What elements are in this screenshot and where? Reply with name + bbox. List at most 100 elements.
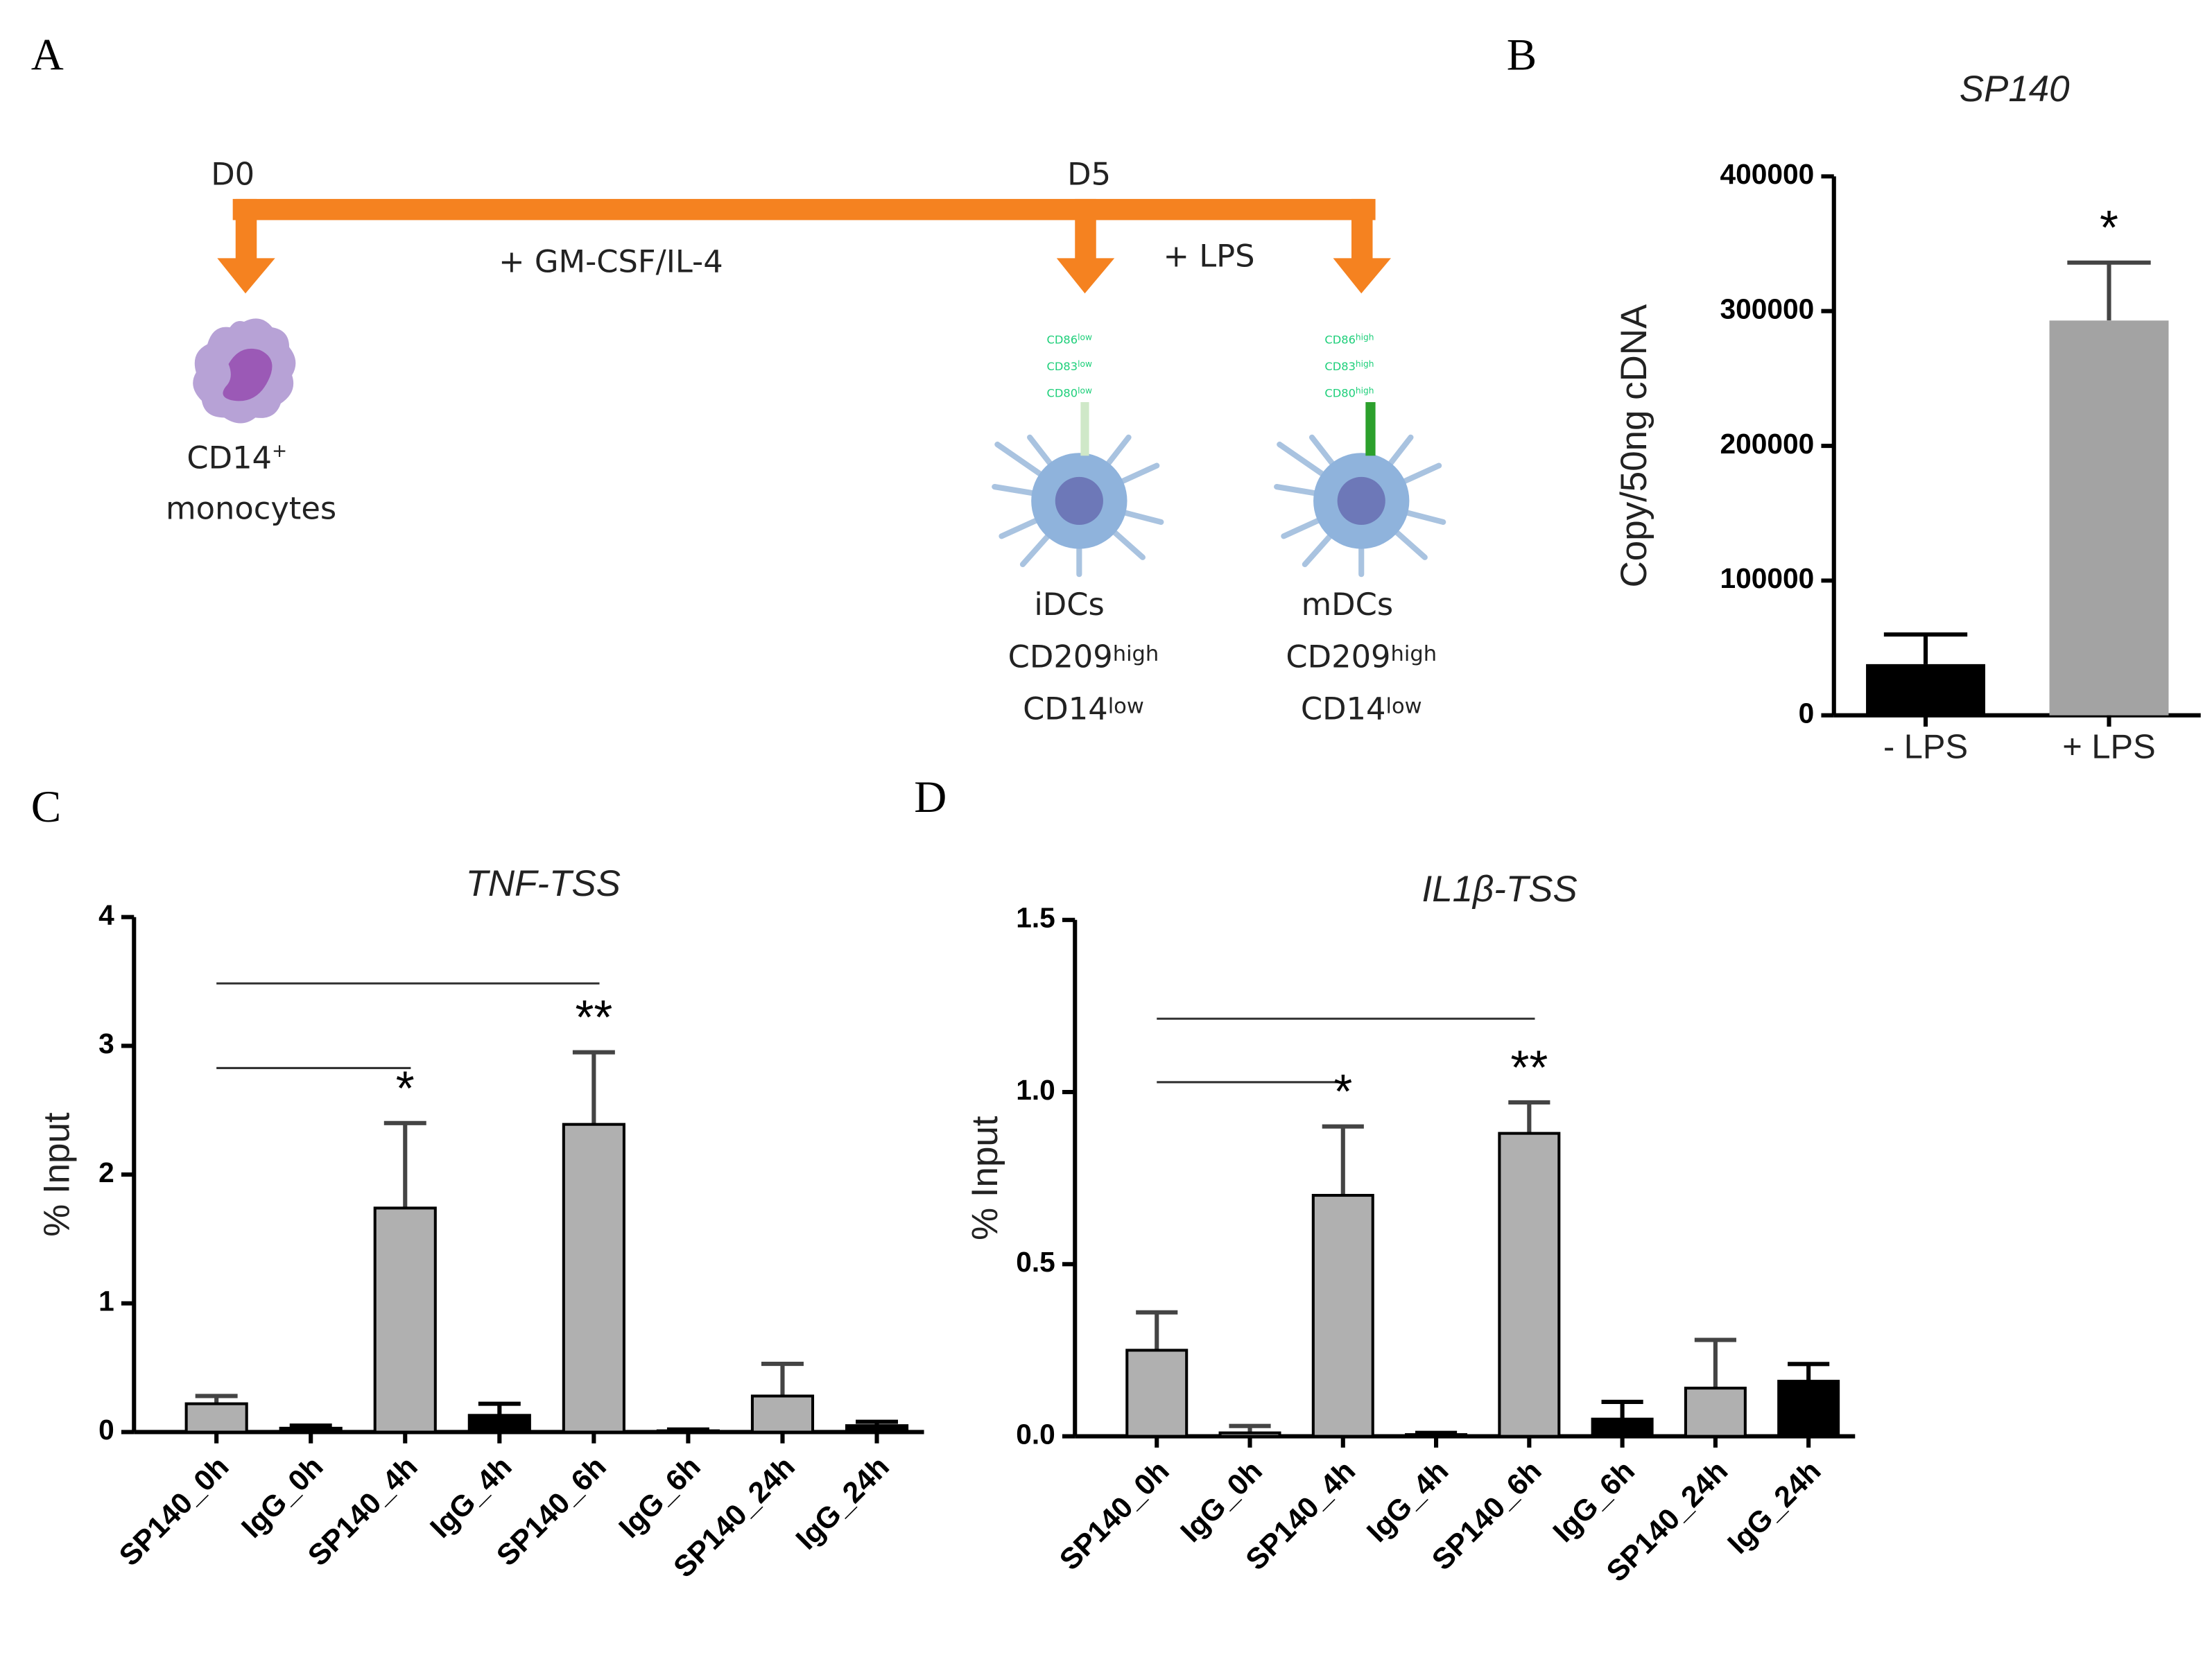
panel-label: A (31, 30, 64, 80)
marker-label: CD80high (1324, 385, 1374, 399)
y-tick-label: 2 (98, 1156, 114, 1188)
treatment: + GM-CSF/IL-4 (499, 243, 723, 280)
timeline (217, 198, 1391, 294)
phenotype-marker: CD209 (1008, 638, 1113, 675)
y-tick-label: 200000 (1720, 428, 1815, 460)
cell-phenotype: CD14low (1301, 691, 1422, 727)
bar (656, 1429, 720, 1434)
timepoint: D0 (211, 155, 254, 192)
y-tick-label: 0 (1799, 697, 1815, 729)
bar (1684, 1387, 1747, 1438)
cell-name: mDCs (1302, 586, 1394, 623)
bar (184, 1402, 248, 1434)
cell-name: CD14 (187, 439, 272, 476)
y-tick-label: 1.5 (1016, 902, 1055, 934)
chart-title: IL1β-TSS (1422, 869, 1578, 910)
bar (845, 1424, 909, 1434)
chart-title: TNF-TSS (466, 863, 621, 904)
phenotype-marker: CD209 (1286, 638, 1390, 675)
phenotype-marker: CD14 (1023, 691, 1108, 727)
y-tick-label: 4 (98, 899, 114, 930)
marker-level: low (1078, 385, 1092, 395)
y-tick-label: 0.0 (1016, 1418, 1055, 1450)
timepoint: D5 (1067, 155, 1111, 192)
bar (1405, 1433, 1468, 1438)
bar (467, 1414, 531, 1434)
x-tick-label: IgG_24h (1721, 1454, 1827, 1560)
bar (1311, 1193, 1374, 1438)
marker-level: high (1356, 385, 1374, 395)
significance-star: * (396, 1061, 415, 1115)
panel-label: B (1507, 30, 1537, 80)
cell-label: CD14+ (187, 439, 287, 476)
x-tick-label: IgG_0h (235, 1450, 329, 1544)
dc-icons (992, 401, 1446, 578)
y-tick-label: 0.5 (1016, 1246, 1055, 1278)
bar (373, 1206, 437, 1434)
cell-phenotype: CD14low (1023, 691, 1144, 727)
x-tick-label: IgG_6h (612, 1450, 707, 1544)
x-tick-label: SP140_0h (113, 1450, 236, 1572)
x-tick-label: SP140_0h (1053, 1454, 1176, 1577)
marker-level: low (1078, 359, 1092, 369)
bar (1218, 1431, 1281, 1438)
marker-name: CD80 (1324, 386, 1356, 399)
y-tick-label: 300000 (1720, 293, 1815, 324)
bar (279, 1426, 343, 1434)
bar (562, 1123, 625, 1434)
phenotype-level: high (1391, 642, 1437, 666)
marker-name: CD83 (1324, 360, 1356, 373)
x-tick-label: IgG_0h (1174, 1454, 1268, 1548)
x-tick-label: + LPS (2062, 728, 2155, 765)
y-tick-label: 1.0 (1016, 1074, 1055, 1106)
significance-star: ** (1510, 1040, 1548, 1094)
bar (2049, 320, 2169, 716)
marker-name: CD86 (1324, 333, 1356, 346)
x-tick-label: IgG_4h (424, 1450, 518, 1544)
cell-phenotype: CD209high (1286, 638, 1437, 675)
panel-label: C (31, 782, 61, 832)
bar (750, 1394, 815, 1434)
y-axis-label: Copy/50ng cDNA (1614, 304, 1654, 587)
marker-name: CD80 (1047, 386, 1078, 399)
marker-label: CD80low (1047, 385, 1092, 399)
y-tick-label: 100000 (1720, 562, 1815, 594)
bar (1866, 664, 1985, 716)
x-tick-label: IgG_24h (790, 1450, 896, 1556)
marker-name: CD86 (1047, 333, 1078, 346)
phenotype-marker: CD14 (1301, 691, 1386, 727)
phenotype-level: low (1386, 694, 1422, 718)
marker-label: CD83high (1324, 359, 1374, 373)
panel-label: D (914, 772, 947, 822)
cell-name: iDCs (1034, 586, 1104, 623)
marker-name: CD83 (1047, 360, 1078, 373)
x-tick-label: - LPS (1883, 728, 1968, 765)
chart-title: SP140 (1960, 69, 2070, 110)
bar (1591, 1417, 1654, 1438)
marker-level: high (1356, 359, 1374, 369)
y-axis-label: % Input (965, 1116, 1005, 1240)
phenotype-level: high (1113, 642, 1159, 666)
y-tick-label: 3 (98, 1028, 114, 1059)
x-tick-label: IgG_4h (1360, 1454, 1455, 1548)
marker-label: CD86high (1324, 332, 1374, 346)
significance-star: ** (575, 990, 612, 1044)
significance-star: * (1333, 1064, 1352, 1118)
bar (1498, 1132, 1561, 1438)
bar (1125, 1349, 1189, 1438)
marker-label: CD86low (1047, 332, 1092, 346)
superscript: + (272, 440, 287, 462)
marker-level: high (1356, 332, 1374, 342)
significance-star: * (2100, 200, 2118, 254)
x-tick-label: IgG_6h (1547, 1454, 1641, 1548)
monocyte-icon (193, 318, 296, 424)
cell-label: monocytes (166, 490, 336, 527)
marker-label: CD83low (1047, 359, 1092, 373)
cell-phenotype: CD209high (1008, 638, 1159, 675)
phenotype-level: low (1108, 694, 1144, 718)
y-tick-label: 400000 (1720, 158, 1815, 190)
y-tick-label: 1 (98, 1285, 114, 1317)
treatment: + LPS (1163, 237, 1254, 274)
y-tick-label: 0 (98, 1414, 114, 1446)
